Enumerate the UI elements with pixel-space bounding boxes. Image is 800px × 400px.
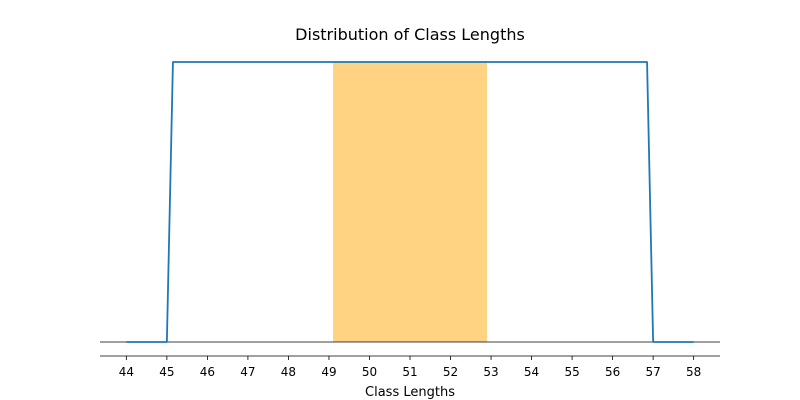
x-axis-label: Class Lengths (365, 385, 455, 400)
plot-area (100, 61, 720, 343)
series-line-0 (126, 61, 694, 343)
shaded-region (333, 62, 487, 342)
x-tick-label: 45 (159, 365, 174, 379)
x-axis: 44 45 46 47 48 49 50 51 52 53 54 55 56 57 58 (100, 355, 720, 379)
chart-title: Distribution of Class Lengths (295, 25, 525, 44)
x-tick-label: 57 (645, 365, 660, 379)
x-tick-label: 52 (443, 365, 458, 379)
x-tick-label: 55 (564, 365, 579, 379)
x-tick-label: 56 (605, 365, 620, 379)
x-tick-label: 58 (686, 365, 701, 379)
x-tick-label: 46 (200, 365, 215, 379)
x-tick-label: 48 (281, 365, 296, 379)
x-tick-label: 50 (362, 365, 377, 379)
x-tick-label: 53 (483, 365, 498, 379)
x-tick-label: 44 (119, 365, 134, 379)
x-tick-label: 54 (524, 365, 539, 379)
x-tick-label: 51 (402, 365, 417, 379)
x-tick-label: 49 (321, 365, 336, 379)
x-tick-label: 47 (240, 365, 255, 379)
